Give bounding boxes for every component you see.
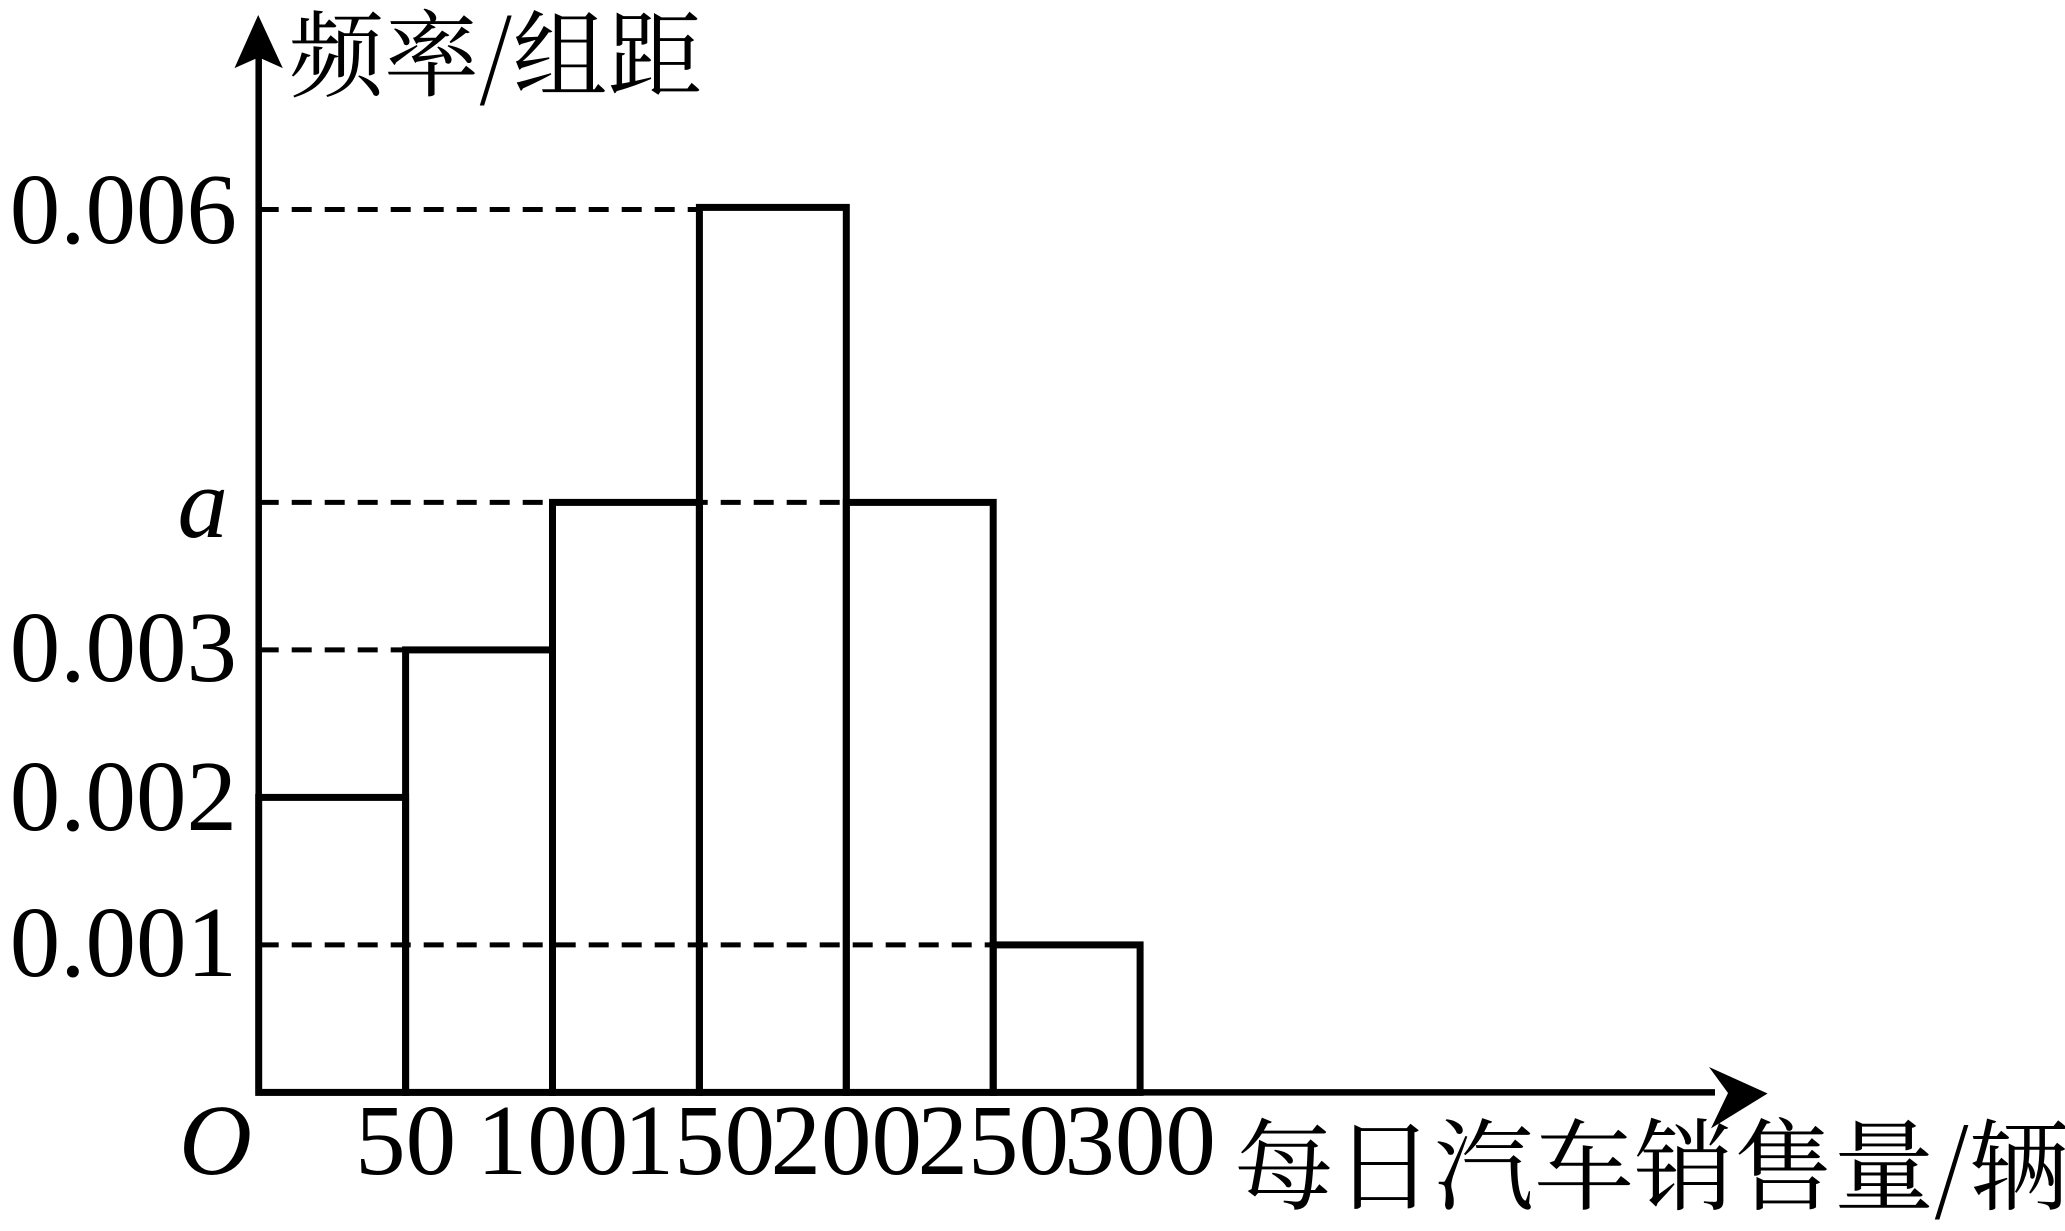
- svg-text:50: 50: [355, 1084, 456, 1196]
- svg-text:0.006: 0.006: [10, 153, 237, 265]
- svg-text:a: a: [178, 447, 229, 559]
- svg-text:300: 300: [1064, 1084, 1216, 1196]
- svg-text:0.003: 0.003: [10, 591, 237, 703]
- svg-text:0.001: 0.001: [10, 886, 237, 998]
- svg-text:150: 150: [624, 1084, 776, 1196]
- svg-text:0.002: 0.002: [10, 740, 237, 852]
- svg-text:250: 250: [917, 1084, 1069, 1196]
- svg-text:O: O: [179, 1084, 252, 1196]
- svg-text:100: 100: [477, 1084, 629, 1196]
- svg-text:200: 200: [771, 1084, 923, 1196]
